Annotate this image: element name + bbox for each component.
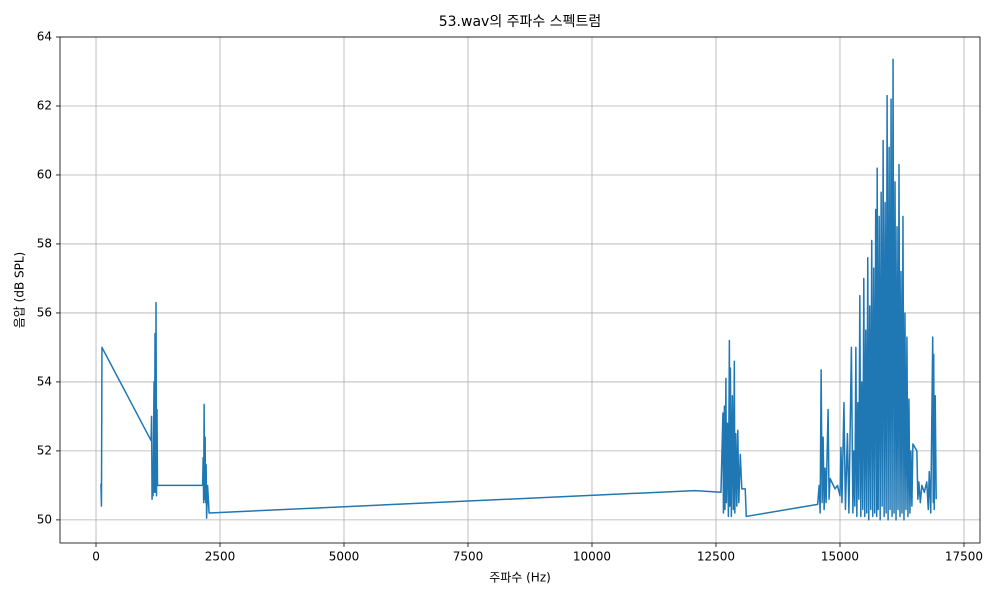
x-tick-label: 2500 [205,550,236,564]
x-axis-label: 주파수 (Hz) [489,571,551,585]
x-tick-label: 15000 [821,550,859,564]
y-tick-label: 62 [37,98,52,112]
x-tick-label: 7500 [453,550,484,564]
y-tick-label: 54 [37,374,52,388]
y-tick-label: 50 [37,512,52,526]
y-tick-label: 56 [37,305,52,319]
data-line [100,58,937,521]
y-tick-label: 52 [37,443,52,457]
plot-frame [59,36,981,544]
x-tick-label: 17500 [945,550,983,564]
y-tick-label: 58 [37,236,52,250]
chart-title: 53.wav의 주파수 스펙트럼 [439,14,602,30]
x-tick-label: 10000 [573,550,611,564]
x-tick-label: 12500 [697,550,735,564]
x-tick-label: 5000 [329,550,360,564]
y-axis-label: 음압 (dB SPL) [13,252,27,328]
y-tick-label: 64 [37,30,52,44]
y-tick-label: 60 [37,167,52,181]
x-tick-label: 0 [92,550,100,564]
